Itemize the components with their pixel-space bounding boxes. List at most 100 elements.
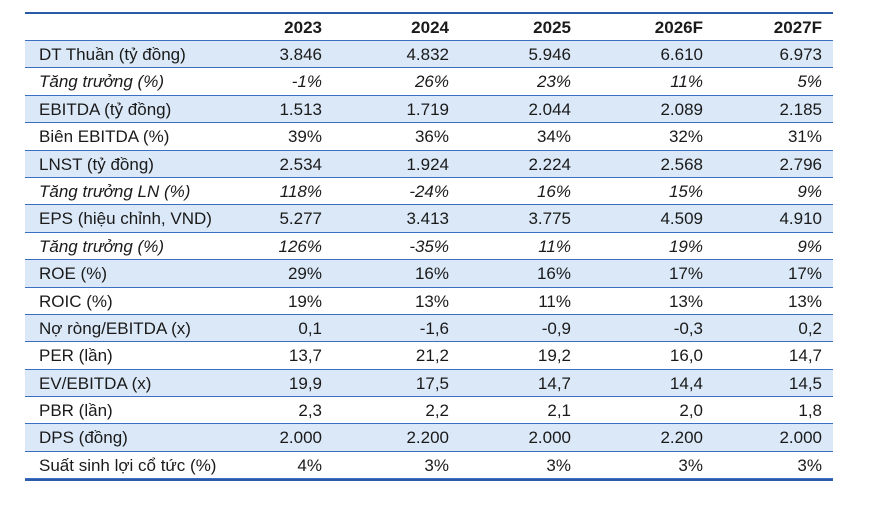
table-row: PBR (lần) 2,3 2,2 2,1 2,0 1,8 [25,397,833,425]
value-cell: 19,9 [288,373,322,393]
value-cell: 4% [297,455,322,475]
value-cell: 2,1 [547,401,571,421]
table-row: Suất sinh lợi cổ tức (%) 4% 3% 3% 3% 3% [25,452,833,480]
value-cell: 2.568 [660,154,703,174]
value-cell: 2,2 [425,401,449,421]
value-cell: 13,7 [288,346,322,366]
value-cell: 2.796 [779,154,822,174]
value-cell: 1.719 [406,99,449,119]
table-row: Nợ ròng/EBITDA (x) 0,1 -1,6 -0,9 -0,3 0,2 [25,314,833,343]
value-cell: 5.277 [279,209,322,229]
value-cell: 14,7 [537,373,571,393]
row-label: Nợ ròng/EBITDA (x) [39,318,191,338]
value-cell: 13% [787,291,822,311]
value-cell: 17,5 [415,373,449,393]
value-cell: 14,4 [669,373,703,393]
value-cell: 11% [670,72,703,92]
value-cell: 16% [536,264,571,284]
value-cell: -1% [291,72,322,92]
value-cell: 2.089 [660,99,703,119]
row-label: ROIC (%) [39,291,113,311]
value-cell: 23% [536,72,571,92]
table-row: DT Thuần (tỷ đồng) 3.846 4.832 5.946 6.610 6.… [25,41,833,69]
row-label: DT Thuần (tỷ đồng) [39,45,186,64]
table-row: EV/EBITDA (x) 19,9 17,5 14,7 14,4 14,5 [25,369,833,398]
header-cell: 2024 [411,18,449,37]
value-cell: 3% [546,455,571,475]
value-cell: -1,6 [419,318,449,338]
value-cell: 2,3 [298,401,322,421]
table-row: Biên EBITDA (%) 39% 36% 34% 32% 31% [25,123,833,151]
row-label: PBR (lần) [39,401,113,421]
value-cell: 2.224 [528,154,571,174]
table-row: Tăng trưởng LN (%) 118% -24% 16% 15% 9% [25,178,833,206]
value-cell: 11% [538,236,571,256]
value-cell: 4.509 [660,209,703,229]
value-cell: 2.200 [406,428,449,448]
value-cell: 39% [287,127,322,147]
value-cell: 3% [424,455,449,475]
row-label: EBITDA (tỷ đồng) [39,99,172,119]
value-cell: 3% [678,455,703,475]
value-cell: 14,7 [788,346,822,366]
header-cell: 2023 [284,18,322,37]
value-cell: -0,3 [673,318,703,338]
value-cell: 5% [797,72,822,92]
table-row: ROE (%) 29% 16% 16% 17% 17% [25,260,833,288]
value-cell: 2.185 [779,99,822,119]
row-label: EV/EBITDA (x) [39,373,152,393]
financial-table: 2023 2024 2025 2026F 2027F DT Thuần (tỷ đồng)… [25,12,833,482]
value-cell: 0,1 [298,318,322,338]
value-cell: 34% [536,127,571,147]
table-row: ROIC (%) 19% 13% 11% 13% 13% [25,288,833,315]
value-cell: 16% [414,264,449,284]
row-label: Suất sinh lợi cổ tức (%) [39,455,217,475]
row-label: DPS (đồng) [39,428,128,448]
value-cell: 19% [668,236,703,256]
table-row: DPS (đồng) 2.000 2.200 2.000 2.200 2.000 [25,424,833,452]
value-cell: 2.200 [660,428,703,448]
value-cell: 118% [279,181,322,201]
row-label: LNST (tỷ đồng) [39,154,154,174]
value-cell: 36% [414,127,449,147]
value-cell: 21,2 [415,346,449,366]
value-cell: 126% [278,236,322,256]
value-cell: 3.775 [528,209,571,229]
value-cell: 2.000 [279,428,322,448]
value-cell: 9% [797,181,822,201]
value-cell: 11% [538,291,571,311]
value-cell: 5.946 [528,45,571,64]
value-cell: 3.413 [406,209,449,229]
row-label: Tăng trưởng (%) [39,72,164,92]
value-cell: 31% [787,127,822,147]
value-cell: 2.534 [279,154,322,174]
value-cell: 13% [414,291,449,311]
header-row: 2023 2024 2025 2026F 2027F [25,14,833,41]
value-cell: 2.044 [528,99,571,119]
table-row: EPS (hiệu chỉnh, VND) 5.277 3.413 3.775 4.50… [25,205,833,233]
value-cell: 17% [787,264,822,284]
value-cell: 19% [287,291,322,311]
value-cell: 6.610 [660,45,703,64]
row-label: Biên EBITDA (%) [39,127,170,147]
header-cell: 2027F [773,18,822,37]
value-cell: 19,2 [537,346,571,366]
value-cell: 3.846 [279,45,322,64]
value-cell: 3% [797,455,822,475]
row-label: Tăng trưởng LN (%) [39,181,191,201]
value-cell: -35% [409,236,449,256]
header-cell: 2026F [654,18,703,37]
table-row: Tăng trưởng (%) 126% -35% 11% 19% 9% [25,233,833,261]
value-cell: 16% [536,181,571,201]
row-label: PER (lần) [39,346,113,366]
value-cell: 9% [797,236,822,256]
table-row: EBITDA (tỷ đồng) 1.513 1.719 2.044 2.089 2.18… [25,95,833,124]
value-cell: 2,0 [679,401,703,421]
row-label: EPS (hiệu chỉnh, VND) [39,209,212,229]
value-cell: 4.832 [406,45,449,64]
table-row: LNST (tỷ đồng) 2.534 1.924 2.224 2.568 2.796 [25,150,833,178]
value-cell: 26% [414,72,449,92]
table-row: PER (lần) 13,7 21,2 19,2 16,0 14,7 [25,342,833,370]
row-label: Tăng trưởng (%) [39,236,164,256]
value-cell: 4.910 [779,209,822,229]
